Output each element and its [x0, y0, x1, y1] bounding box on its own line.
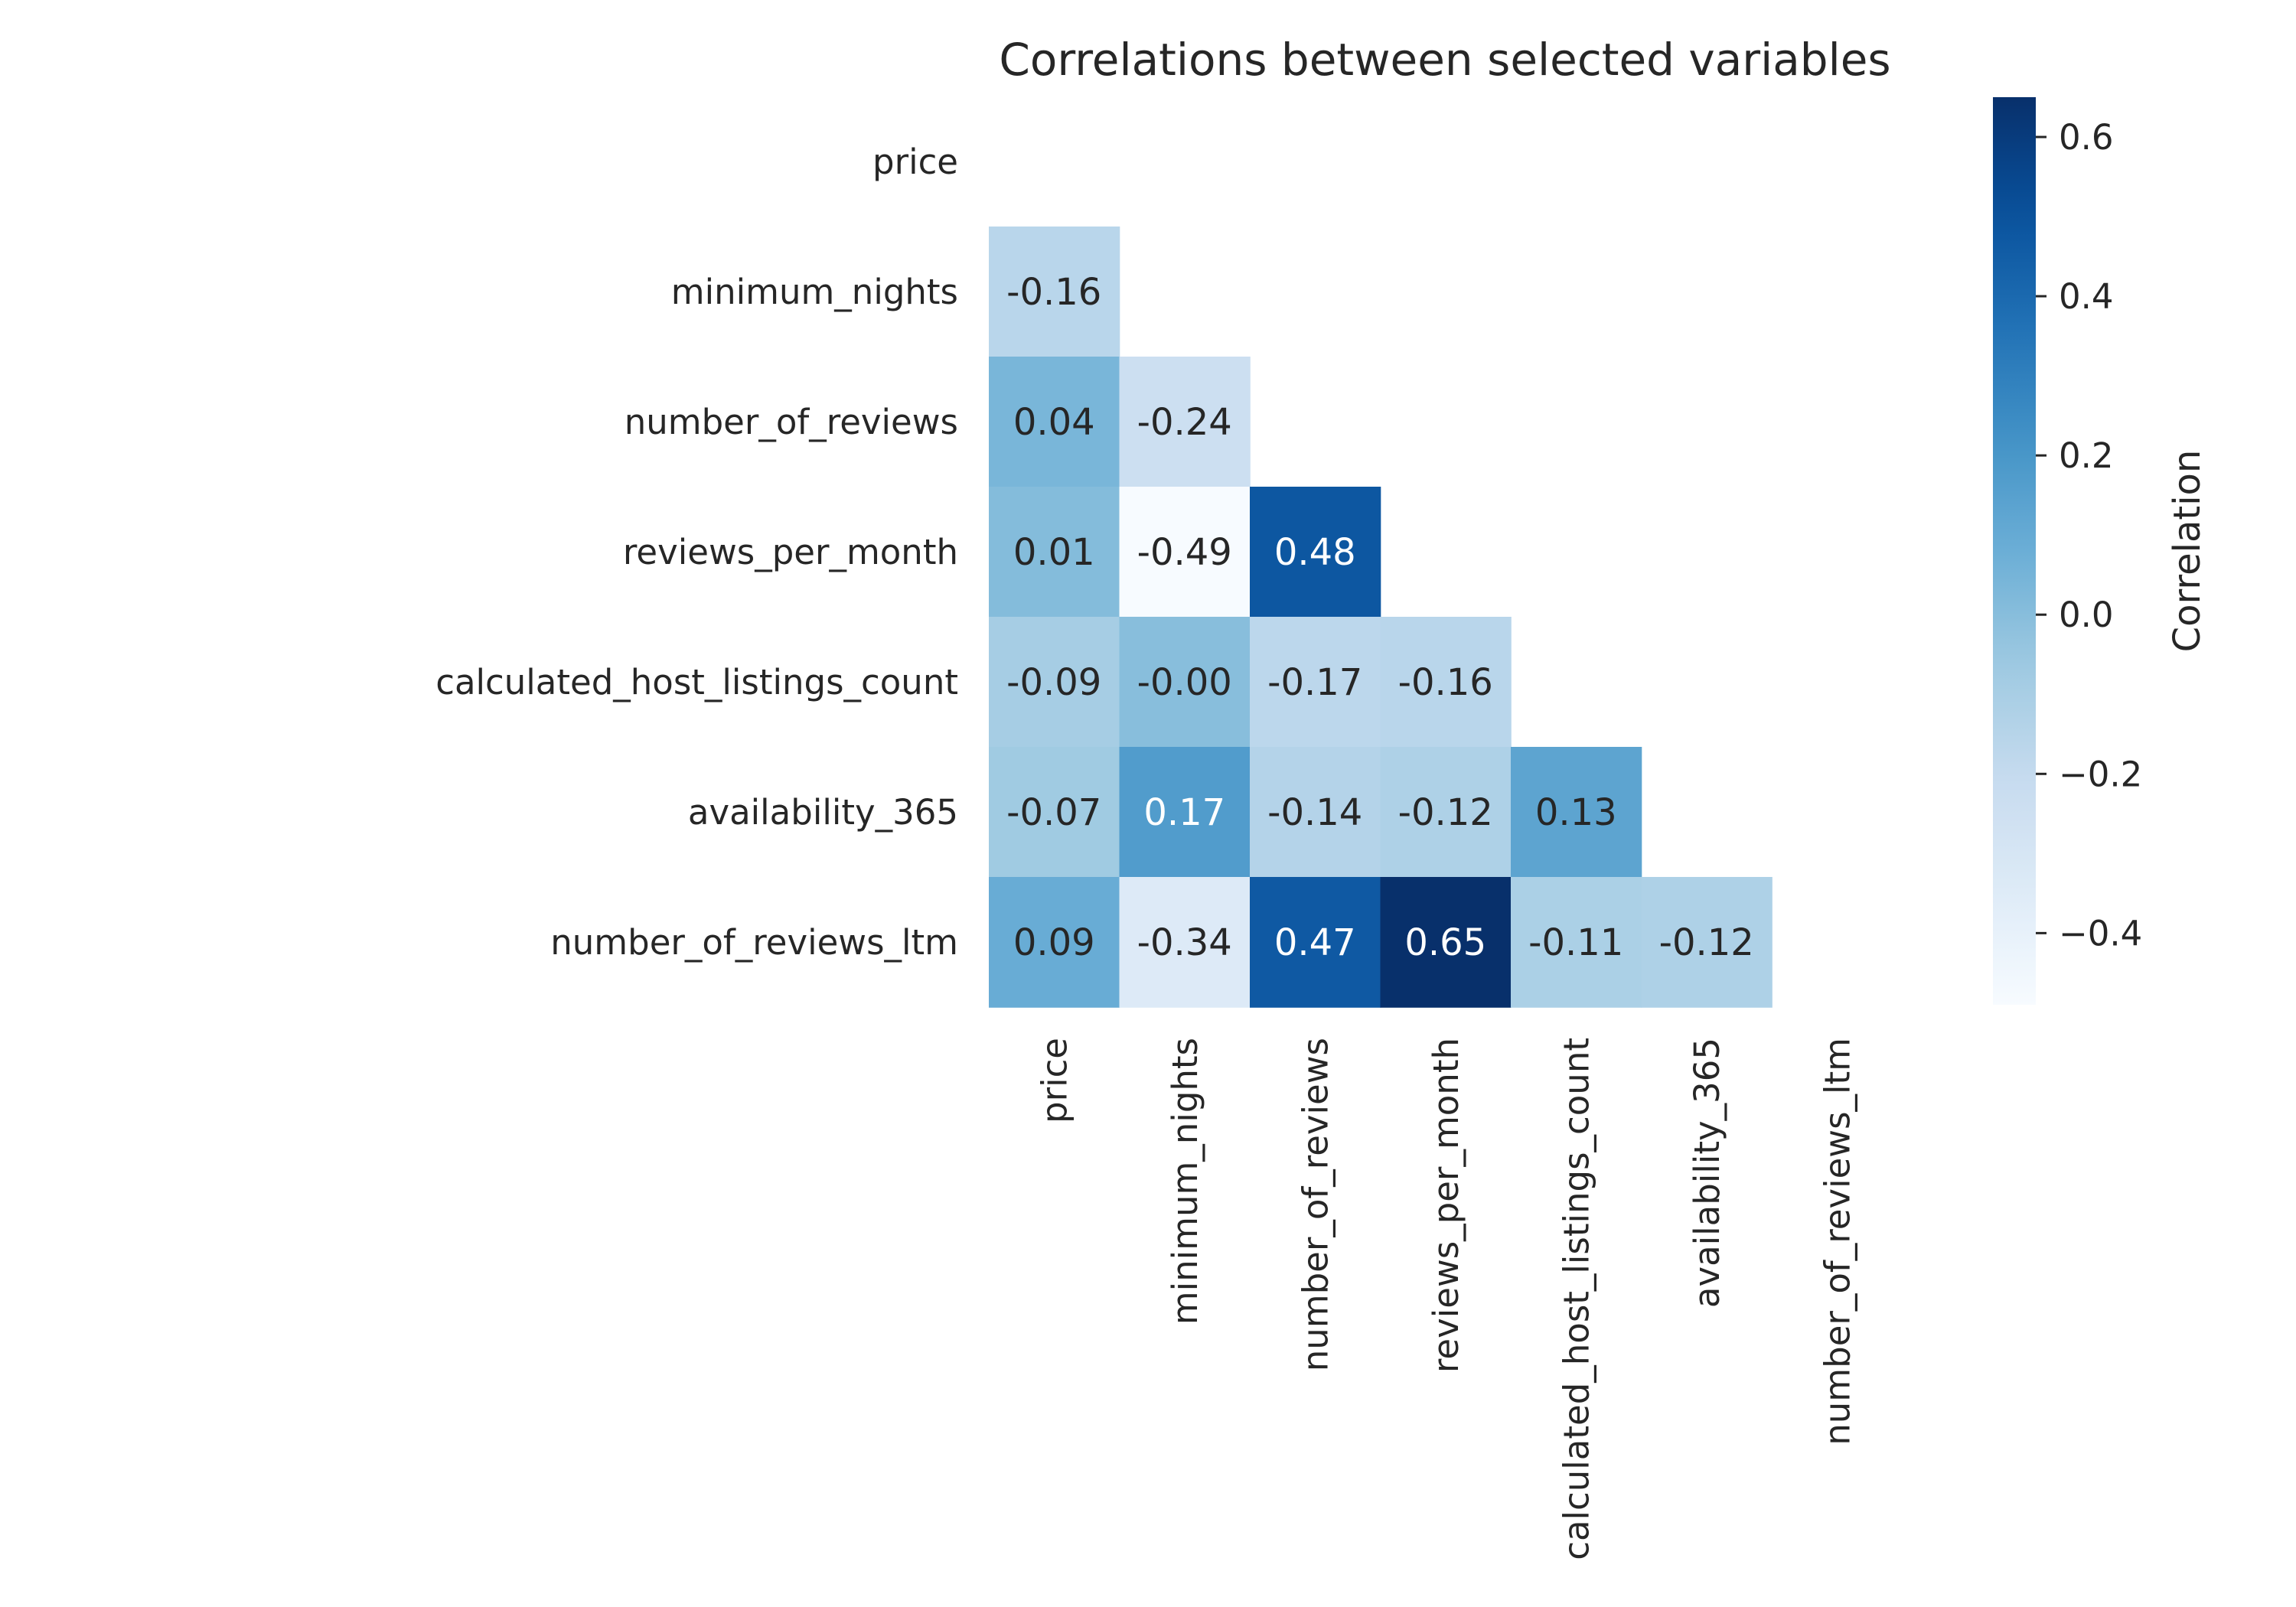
column-label-number_of_reviews: number_of_reviews: [1295, 1038, 1336, 1371]
cell-value-label: 0.48: [1274, 531, 1356, 574]
cell-value-label: -0.11: [1528, 921, 1623, 964]
cell-value-label: -0.16: [1006, 271, 1101, 314]
cell-value-label: -0.14: [1267, 791, 1362, 834]
cell-value-label: 0.47: [1274, 921, 1356, 964]
cell-value-label: 0.17: [1143, 791, 1225, 834]
cell-value-label: -0.24: [1137, 401, 1232, 444]
heatmap-cell-availability_365-minimum_nights: [1119, 747, 1251, 878]
row-label-number_of_reviews: number_of_reviews: [625, 402, 958, 442]
column-label-number_of_reviews_ltm: number_of_reviews_ltm: [1817, 1038, 1857, 1446]
colorbar: −0.4 −0.2 0.0 0.2 0.4 0.6 Correlation: [1993, 97, 2209, 1005]
heatmap-cell-minimum_nights-price: [989, 227, 1120, 357]
cell-value-label: 0.01: [1013, 531, 1095, 574]
row-label-number_of_reviews_ltm: number_of_reviews_ltm: [550, 922, 958, 963]
cell-value-label: -0.49: [1137, 531, 1232, 574]
colorbar-tick-label: −0.4: [2059, 913, 2142, 953]
heatmap-cell-number_of_reviews_ltm-reviews_per_month: [1380, 877, 1512, 1008]
cell-value-label: -0.34: [1137, 921, 1232, 964]
cell-value-label: -0.07: [1006, 791, 1101, 834]
heatmap-cells: -0.16 0.04 -0.24 0.01 -0.49 0.48 -0.09 -0.00 -0.…: [989, 227, 1773, 1008]
colorbar-tick-label: 0.0: [2059, 595, 2114, 635]
cell-value-label: 0.13: [1535, 791, 1617, 834]
heatmap-cell-number_of_reviews_ltm-price: [989, 877, 1120, 1008]
row-label-availability_365: availability_365: [688, 792, 958, 833]
heatmap-cell-calculated_host_listings_count-number_of_reviews: [1250, 617, 1381, 748]
heatmap-cell-reviews_per_month-price: [989, 487, 1120, 618]
column-label-minimum_nights: minimum_nights: [1165, 1038, 1205, 1325]
chart-title: Correlations between selected variables: [999, 34, 1890, 86]
column-label-price: price: [1034, 1038, 1075, 1123]
column-labels: price minimum_nights number_of_reviews revi…: [1034, 1038, 1857, 1560]
heatmap-cell-number_of_reviews_ltm-calculated_host_listings_count: [1511, 877, 1642, 1008]
heatmap-cell-availability_365-calculated_host_listings_count: [1511, 747, 1642, 878]
column-label-availability_365: availability_365: [1687, 1038, 1727, 1308]
cell-value-label: -0.09: [1006, 661, 1101, 704]
cell-value-label: -0.16: [1398, 661, 1493, 704]
heatmap-cell-availability_365-number_of_reviews: [1250, 747, 1381, 878]
cell-value-label: -0.12: [1659, 921, 1754, 964]
heatmap-cell-number_of_reviews_ltm-availability_365: [1641, 877, 1773, 1008]
colorbar-tick-label: 0.4: [2059, 276, 2114, 317]
cell-value-label: 0.04: [1013, 401, 1095, 444]
heatmap-cell-calculated_host_listings_count-minimum_nights: [1119, 617, 1251, 748]
cell-value-label: 0.09: [1013, 921, 1095, 964]
heatmap-cell-number_of_reviews-minimum_nights: [1119, 357, 1251, 487]
cell-value-label: -0.00: [1137, 661, 1232, 704]
cell-value-label: -0.12: [1398, 791, 1493, 834]
row-label-calculated_host_listings_count: calculated_host_listings_count: [435, 662, 958, 702]
row-labels: price minimum_nights number_of_reviewsrevi…: [435, 142, 958, 963]
heatmap-cell-calculated_host_listings_count-reviews_per_month: [1380, 617, 1512, 748]
colorbar-tick-label: 0.2: [2059, 435, 2114, 476]
cell-value-label: -0.17: [1267, 661, 1362, 704]
heatmap-cell-availability_365-reviews_per_month: [1380, 747, 1512, 878]
row-label-price: price: [872, 142, 958, 182]
column-label-calculated_host_listings_count: calculated_host_listings_count: [1556, 1038, 1596, 1560]
column-label-reviews_per_month: reviews_per_month: [1426, 1038, 1466, 1373]
cell-value-label: 0.65: [1404, 921, 1486, 964]
heatmap-cell-calculated_host_listings_count-price: [989, 617, 1120, 748]
heatmap-cell-number_of_reviews-price: [989, 357, 1120, 487]
heatmap-cell-availability_365-price: [989, 747, 1120, 878]
heatmap-cell-number_of_reviews_ltm-minimum_nights: [1119, 877, 1251, 1008]
colorbar-gradient: [1993, 97, 2036, 1005]
colorbar-tick-label: 0.6: [2059, 117, 2114, 158]
colorbar-label: Correlation: [2166, 450, 2209, 653]
row-label-minimum_nights: minimum_nights: [671, 272, 958, 312]
heatmap-cell-reviews_per_month-number_of_reviews: [1250, 487, 1381, 618]
colorbar-tick-label: −0.2: [2059, 754, 2142, 794]
heatmap-cell-reviews_per_month-minimum_nights: [1119, 487, 1251, 618]
heatmap-cell-number_of_reviews_ltm-number_of_reviews: [1250, 877, 1381, 1008]
row-label-reviews_per_month: reviews_per_month: [623, 532, 958, 572]
